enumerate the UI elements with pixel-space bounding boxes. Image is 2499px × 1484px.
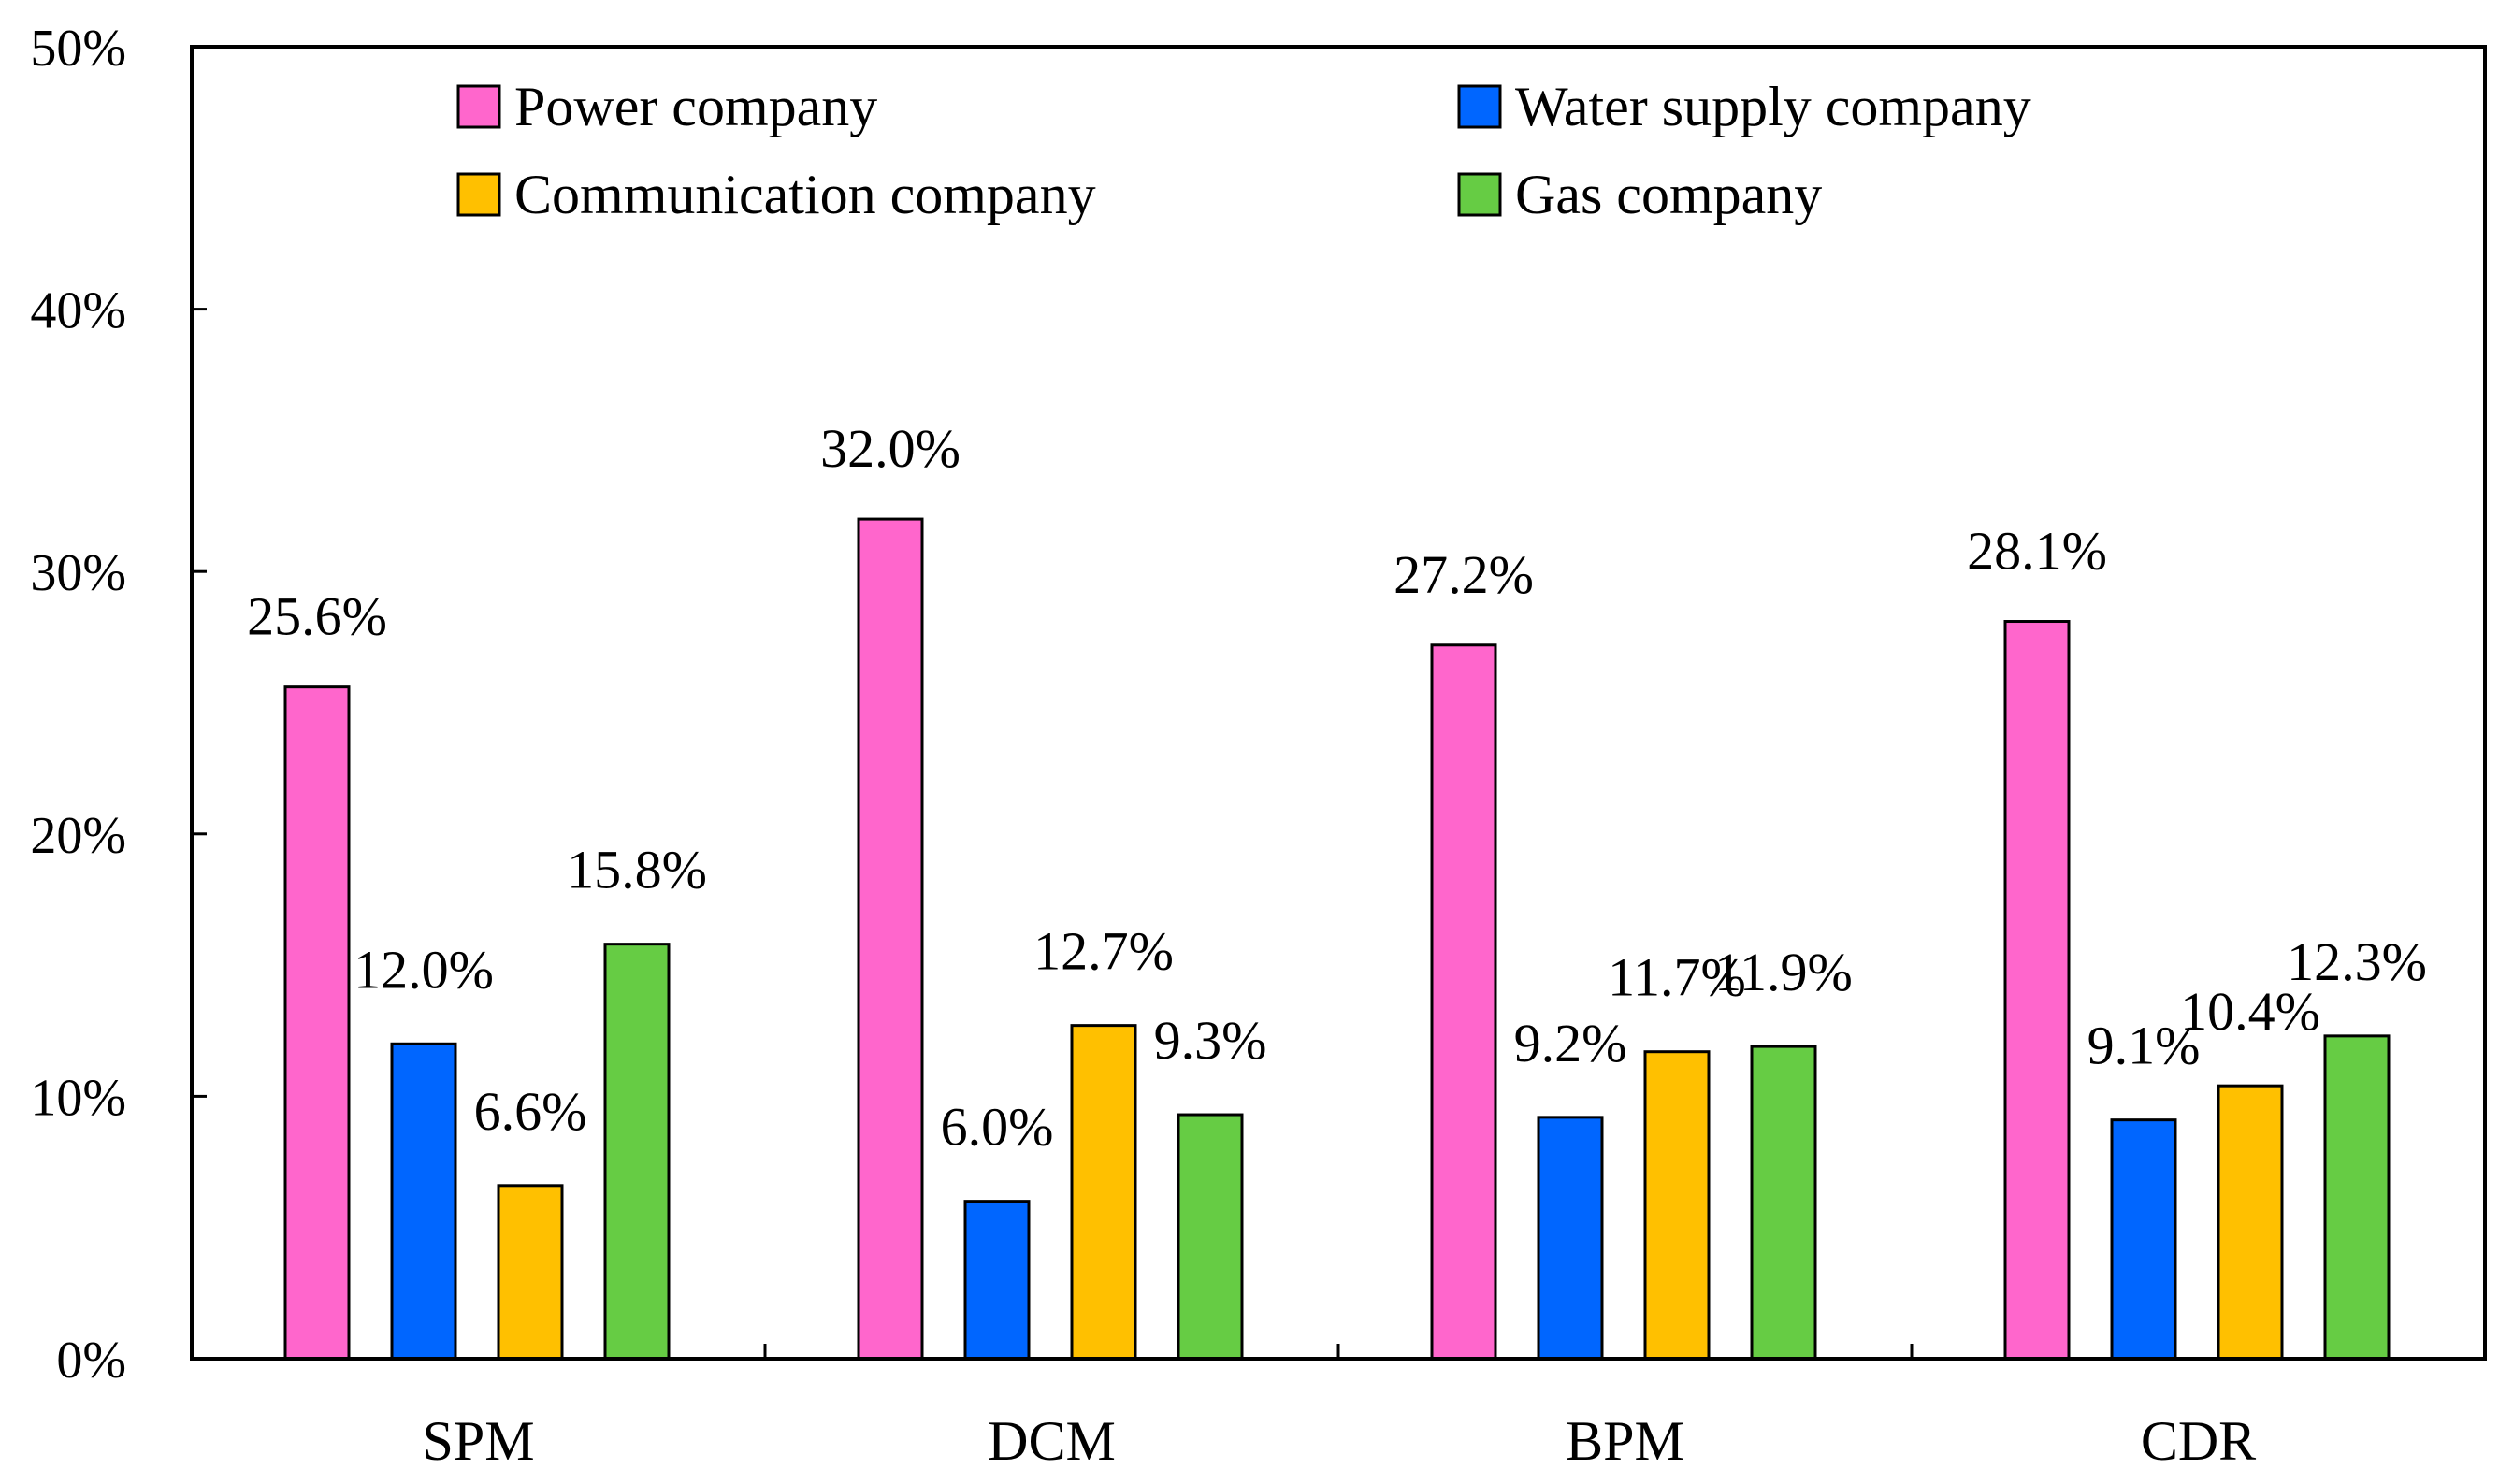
legend-item-gas-company: Gas company [1457, 164, 1822, 225]
legend-item-communication-company: Communication company [456, 164, 1096, 225]
data-label: 32.0% [820, 418, 961, 479]
legend-label: Communication company [514, 164, 1096, 225]
y-axis-ticks [192, 45, 207, 1361]
legend-item-power-company: Power company [456, 76, 877, 137]
y-tick-label: 10% [30, 1069, 126, 1127]
bar-power-company-cdr [2003, 620, 2071, 1361]
y-tick-label: 0% [56, 1332, 126, 1390]
bar-gas-company-spm [603, 943, 671, 1361]
data-label: 9.2% [1514, 1013, 1627, 1073]
category-label-cdr: CDR [2141, 1410, 2256, 1472]
data-label: 6.0% [941, 1097, 1054, 1158]
y-tick-label: 50% [30, 20, 126, 78]
y-tick-label: 20% [30, 807, 126, 865]
data-label: 6.6% [474, 1081, 587, 1142]
data-label: 27.2% [1394, 544, 1534, 605]
bars [283, 517, 2391, 1361]
data-label: 11.7% [1608, 947, 1746, 1008]
bar-water-supply-company-dcm [963, 1200, 1031, 1361]
category-label-bpm: BPM [1566, 1410, 1684, 1472]
legend: Power company Water supply company Communi… [456, 76, 2031, 225]
bar-communication-company-dcm [1070, 1024, 1137, 1361]
data-label: 9.3% [1154, 1010, 1267, 1071]
plot-area-frame [190, 45, 2487, 1361]
data-label: 12.7% [1033, 921, 1174, 982]
bar-water-supply-company-spm [390, 1042, 457, 1361]
data-label: 25.6% [247, 586, 387, 647]
y-axis-tick-labels: 0% 10% 20% 30% 40% 50% [30, 20, 126, 1390]
y-tick-label: 40% [30, 282, 126, 340]
bar-water-supply-company-cdr [2110, 1118, 2177, 1361]
legend-label: Gas company [1515, 164, 1822, 225]
data-label: 28.1% [1967, 521, 2107, 582]
data-label: 10.4% [2180, 981, 2320, 1042]
legend-label: Power company [514, 76, 877, 137]
legend-swatch [456, 84, 501, 129]
legend-item-water-supply-company: Water supply company [1457, 76, 2031, 137]
bar-gas-company-cdr [2323, 1034, 2391, 1361]
category-labels: SPM DCM BPM CDR [422, 1410, 2256, 1472]
bar-communication-company-cdr [2217, 1084, 2284, 1361]
legend-swatch [1457, 172, 1502, 217]
category-label-dcm: DCM [988, 1410, 1116, 1472]
data-label: 12.0% [354, 939, 494, 1000]
category-label-spm: SPM [422, 1410, 534, 1472]
bar-power-company-dcm [857, 517, 924, 1361]
bar-communication-company-spm [497, 1184, 564, 1361]
x-axis-ticks [763, 1344, 1914, 1359]
bar-gas-company-dcm [1177, 1113, 1244, 1361]
bar-power-company-bpm [1430, 643, 1497, 1361]
bar-power-company-spm [283, 685, 351, 1361]
data-labels: 25.6% 12.0% 6.6% 15.8% 32.0% 6.0% 12.7% 9.3% 27.… [247, 418, 2427, 1158]
bar-gas-company-bpm [1750, 1045, 1817, 1361]
data-label: 12.3% [2287, 931, 2427, 992]
data-label: 11.9% [1714, 942, 1853, 1002]
legend-label: Water supply company [1515, 76, 2031, 137]
legend-swatch [1457, 84, 1502, 129]
bar-water-supply-company-bpm [1537, 1116, 1604, 1361]
legend-swatch [456, 172, 501, 217]
data-label: 9.1% [2087, 1016, 2201, 1076]
data-label: 15.8% [567, 840, 707, 900]
y-tick-label: 30% [30, 544, 126, 602]
bar-communication-company-bpm [1643, 1050, 1711, 1361]
